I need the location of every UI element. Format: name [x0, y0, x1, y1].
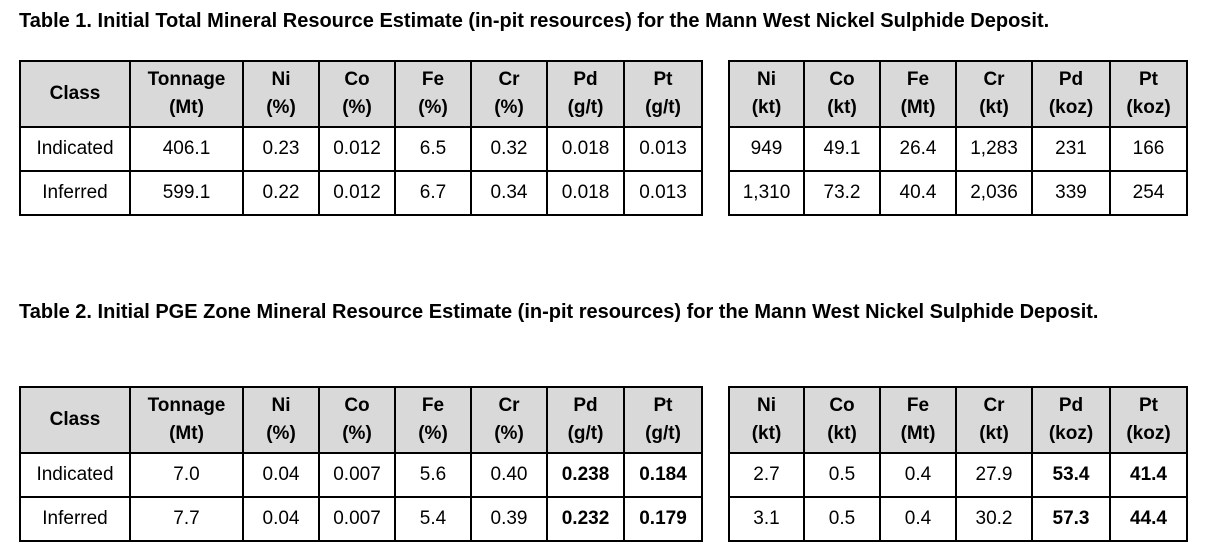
cell-ni: 0.04	[242, 452, 320, 498]
cell-co: 0.007	[318, 452, 396, 498]
cell-pd: 0.018	[546, 170, 625, 216]
cell-pd: 0.232	[546, 496, 625, 542]
cell-pd-koz: 53.4	[1031, 452, 1111, 498]
table-row: 3.1 0.5 0.4 30.2 57.3 44.4	[728, 496, 1188, 542]
header-co-grade: Co (%)	[318, 60, 396, 128]
header-ni-grade: Ni (%)	[242, 60, 320, 128]
header-pt-grade: Pt (g/t)	[623, 60, 703, 128]
table-row: Inferred 7.7 0.04 0.007 5.4 0.39 0.232 0…	[19, 496, 703, 542]
cell-fe: 6.5	[394, 126, 472, 172]
table1-grade-table: Class Tonnage (Mt) Ni (%) Co (%) Fe (%) Cr (%…	[19, 60, 703, 216]
table1-caption: Table 1. Initial Total Mineral Resource …	[19, 10, 1050, 32]
cell-cr: 0.40	[470, 452, 548, 498]
cell-pt: 0.179	[623, 496, 703, 542]
cell-fe-mt: 0.4	[879, 452, 957, 498]
cell-pt-koz: 41.4	[1109, 452, 1188, 498]
header-co-metal: Co (kt)	[803, 386, 881, 454]
cell-co-kt: 73.2	[803, 170, 881, 216]
cell-fe: 6.7	[394, 170, 472, 216]
cell-co-kt: 0.5	[803, 496, 881, 542]
header-pt-metal: Pt (koz)	[1109, 386, 1188, 454]
cell-class: Inferred	[19, 496, 131, 542]
header-ni-grade: Ni (%)	[242, 386, 320, 454]
cell-pt-koz: 44.4	[1109, 496, 1188, 542]
table2-metal-table: Ni (kt) Co (kt) Fe (Mt) Cr (kt) Pd (koz) Pt (k…	[728, 386, 1188, 542]
cell-cr-kt: 27.9	[955, 452, 1033, 498]
cell-ni: 0.22	[242, 170, 320, 216]
cell-co: 0.012	[318, 170, 396, 216]
cell-tonnage: 599.1	[129, 170, 244, 216]
header-pt-grade: Pt (g/t)	[623, 386, 703, 454]
header-cr-grade: Cr (%)	[470, 60, 548, 128]
cell-co: 0.007	[318, 496, 396, 542]
cell-pd-koz: 231	[1031, 126, 1111, 172]
cell-pt-koz: 254	[1109, 170, 1188, 216]
cell-class: Indicated	[19, 126, 131, 172]
header-class: Class	[19, 386, 131, 454]
cell-cr: 0.34	[470, 170, 548, 216]
table-row: Inferred 599.1 0.22 0.012 6.7 0.34 0.018…	[19, 170, 703, 216]
header-pd-metal: Pd (koz)	[1031, 386, 1111, 454]
cell-fe: 5.4	[394, 496, 472, 542]
cell-pt: 0.013	[623, 126, 703, 172]
cell-ni-kt: 949	[728, 126, 805, 172]
cell-pt: 0.184	[623, 452, 703, 498]
cell-cr-kt: 30.2	[955, 496, 1033, 542]
header-pd-grade: Pd (g/t)	[546, 386, 625, 454]
table-row: Indicated 7.0 0.04 0.007 5.6 0.40 0.238 …	[19, 452, 703, 498]
cell-fe: 5.6	[394, 452, 472, 498]
cell-pt: 0.013	[623, 170, 703, 216]
header-co-grade: Co (%)	[318, 386, 396, 454]
cell-co: 0.012	[318, 126, 396, 172]
table-row: Indicated 406.1 0.23 0.012 6.5 0.32 0.01…	[19, 126, 703, 172]
cell-cr: 0.39	[470, 496, 548, 542]
cell-tonnage: 7.0	[129, 452, 244, 498]
cell-class: Indicated	[19, 452, 131, 498]
cell-fe-mt: 0.4	[879, 496, 957, 542]
cell-tonnage: 7.7	[129, 496, 244, 542]
header-pd-grade: Pd (g/t)	[546, 60, 625, 128]
cell-class: Inferred	[19, 170, 131, 216]
cell-cr: 0.32	[470, 126, 548, 172]
cell-co-kt: 49.1	[803, 126, 881, 172]
cell-pt-koz: 166	[1109, 126, 1188, 172]
cell-cr-kt: 2,036	[955, 170, 1033, 216]
header-fe-grade: Fe (%)	[394, 386, 472, 454]
table2-caption: Table 2. Initial PGE Zone Mineral Resour…	[19, 301, 1099, 323]
cell-ni-kt: 1,310	[728, 170, 805, 216]
table1-metal-table: Ni (kt) Co (kt) Fe (Mt) Cr (kt) Pd (koz) Pt (k…	[728, 60, 1188, 216]
header-cr-grade: Cr (%)	[470, 386, 548, 454]
cell-pd-koz: 57.3	[1031, 496, 1111, 542]
header-fe-metal: Fe (Mt)	[879, 60, 957, 128]
header-class: Class	[19, 60, 131, 128]
cell-tonnage: 406.1	[129, 126, 244, 172]
header-cr-metal: Cr (kt)	[955, 386, 1033, 454]
table-row: 2.7 0.5 0.4 27.9 53.4 41.4	[728, 452, 1188, 498]
header-pt-metal: Pt (koz)	[1109, 60, 1188, 128]
cell-fe-mt: 40.4	[879, 170, 957, 216]
cell-ni-kt: 3.1	[728, 496, 805, 542]
cell-pd: 0.018	[546, 126, 625, 172]
cell-ni-kt: 2.7	[728, 452, 805, 498]
table-row: 1,310 73.2 40.4 2,036 339 254	[728, 170, 1188, 216]
header-fe-metal: Fe (Mt)	[879, 386, 957, 454]
header-ni-metal: Ni (kt)	[728, 60, 805, 128]
header-tonnage: Tonnage (Mt)	[129, 386, 244, 454]
cell-co-kt: 0.5	[803, 452, 881, 498]
header-pd-metal: Pd (koz)	[1031, 60, 1111, 128]
cell-fe-mt: 26.4	[879, 126, 957, 172]
cell-pd-koz: 339	[1031, 170, 1111, 216]
cell-pd: 0.238	[546, 452, 625, 498]
header-ni-metal: Ni (kt)	[728, 386, 805, 454]
table2-grade-table: Class Tonnage (Mt) Ni (%) Co (%) Fe (%) Cr (%…	[19, 386, 703, 542]
header-fe-grade: Fe (%)	[394, 60, 472, 128]
cell-cr-kt: 1,283	[955, 126, 1033, 172]
header-tonnage: Tonnage (Mt)	[129, 60, 244, 128]
cell-ni: 0.23	[242, 126, 320, 172]
cell-ni: 0.04	[242, 496, 320, 542]
table-row: 949 49.1 26.4 1,283 231 166	[728, 126, 1188, 172]
header-cr-metal: Cr (kt)	[955, 60, 1033, 128]
header-co-metal: Co (kt)	[803, 60, 881, 128]
